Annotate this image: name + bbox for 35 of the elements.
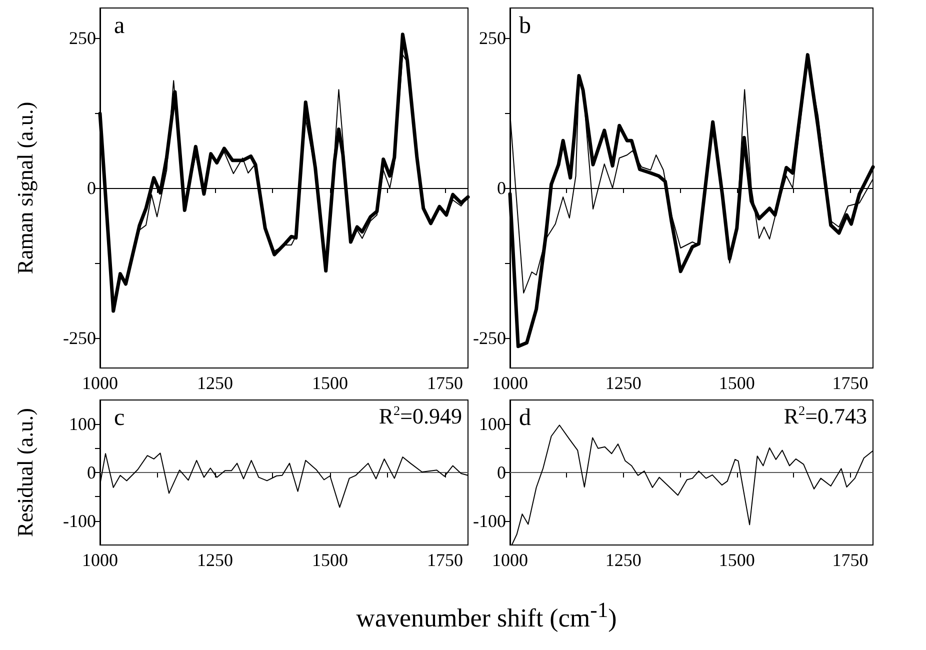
y-tick-label: 250 xyxy=(478,28,506,48)
x-tick-label: 1500 xyxy=(312,373,348,393)
y-tick-label: 0 xyxy=(87,462,96,482)
y-tick-label: 100 xyxy=(69,414,96,434)
annotation: d xyxy=(519,405,531,431)
y-tick-label: -100 xyxy=(472,510,506,531)
x-tick-label: 1250 xyxy=(197,550,233,570)
x-tick-label: 1250 xyxy=(605,550,642,570)
x-tick-label: 1500 xyxy=(718,550,755,570)
x-tick-label: 1000 xyxy=(492,550,528,570)
x-tick-label: 1000 xyxy=(492,373,528,393)
y-axis-title: Raman signal (a.u.) xyxy=(12,102,38,274)
y-tick-label: 0 xyxy=(87,178,96,198)
x-tick-label: 1250 xyxy=(605,373,642,393)
x-tick-label: 1000 xyxy=(82,373,118,393)
annotation: c xyxy=(114,405,125,431)
y-tick-label: 0 xyxy=(496,462,506,482)
x-axis-title: wavenumber shift (cm$^{-1}$) xyxy=(355,598,618,634)
y-tick-label: -250 xyxy=(63,328,96,348)
x-tick-label: 1750 xyxy=(832,373,868,393)
y-tick-label: 0 xyxy=(496,178,506,198)
y-tick-label: -100 xyxy=(63,510,96,531)
y-axis-title: Residual (a.u.) xyxy=(12,408,38,537)
y-tick-label: -250 xyxy=(472,328,506,348)
x-tick-label: 1750 xyxy=(427,373,463,393)
x-tick-label: 1250 xyxy=(197,373,233,393)
y-tick-label: 100 xyxy=(478,414,506,434)
x-tick-label: 1500 xyxy=(312,550,348,570)
y-tick-label: 250 xyxy=(69,28,96,48)
x-tick-label: 1000 xyxy=(82,550,118,570)
annotation: a xyxy=(114,13,125,39)
x-tick-label: 1750 xyxy=(427,550,463,570)
x-tick-label: 1750 xyxy=(832,550,868,570)
annotation: b xyxy=(519,13,531,39)
x-tick-label: 1500 xyxy=(718,373,755,393)
